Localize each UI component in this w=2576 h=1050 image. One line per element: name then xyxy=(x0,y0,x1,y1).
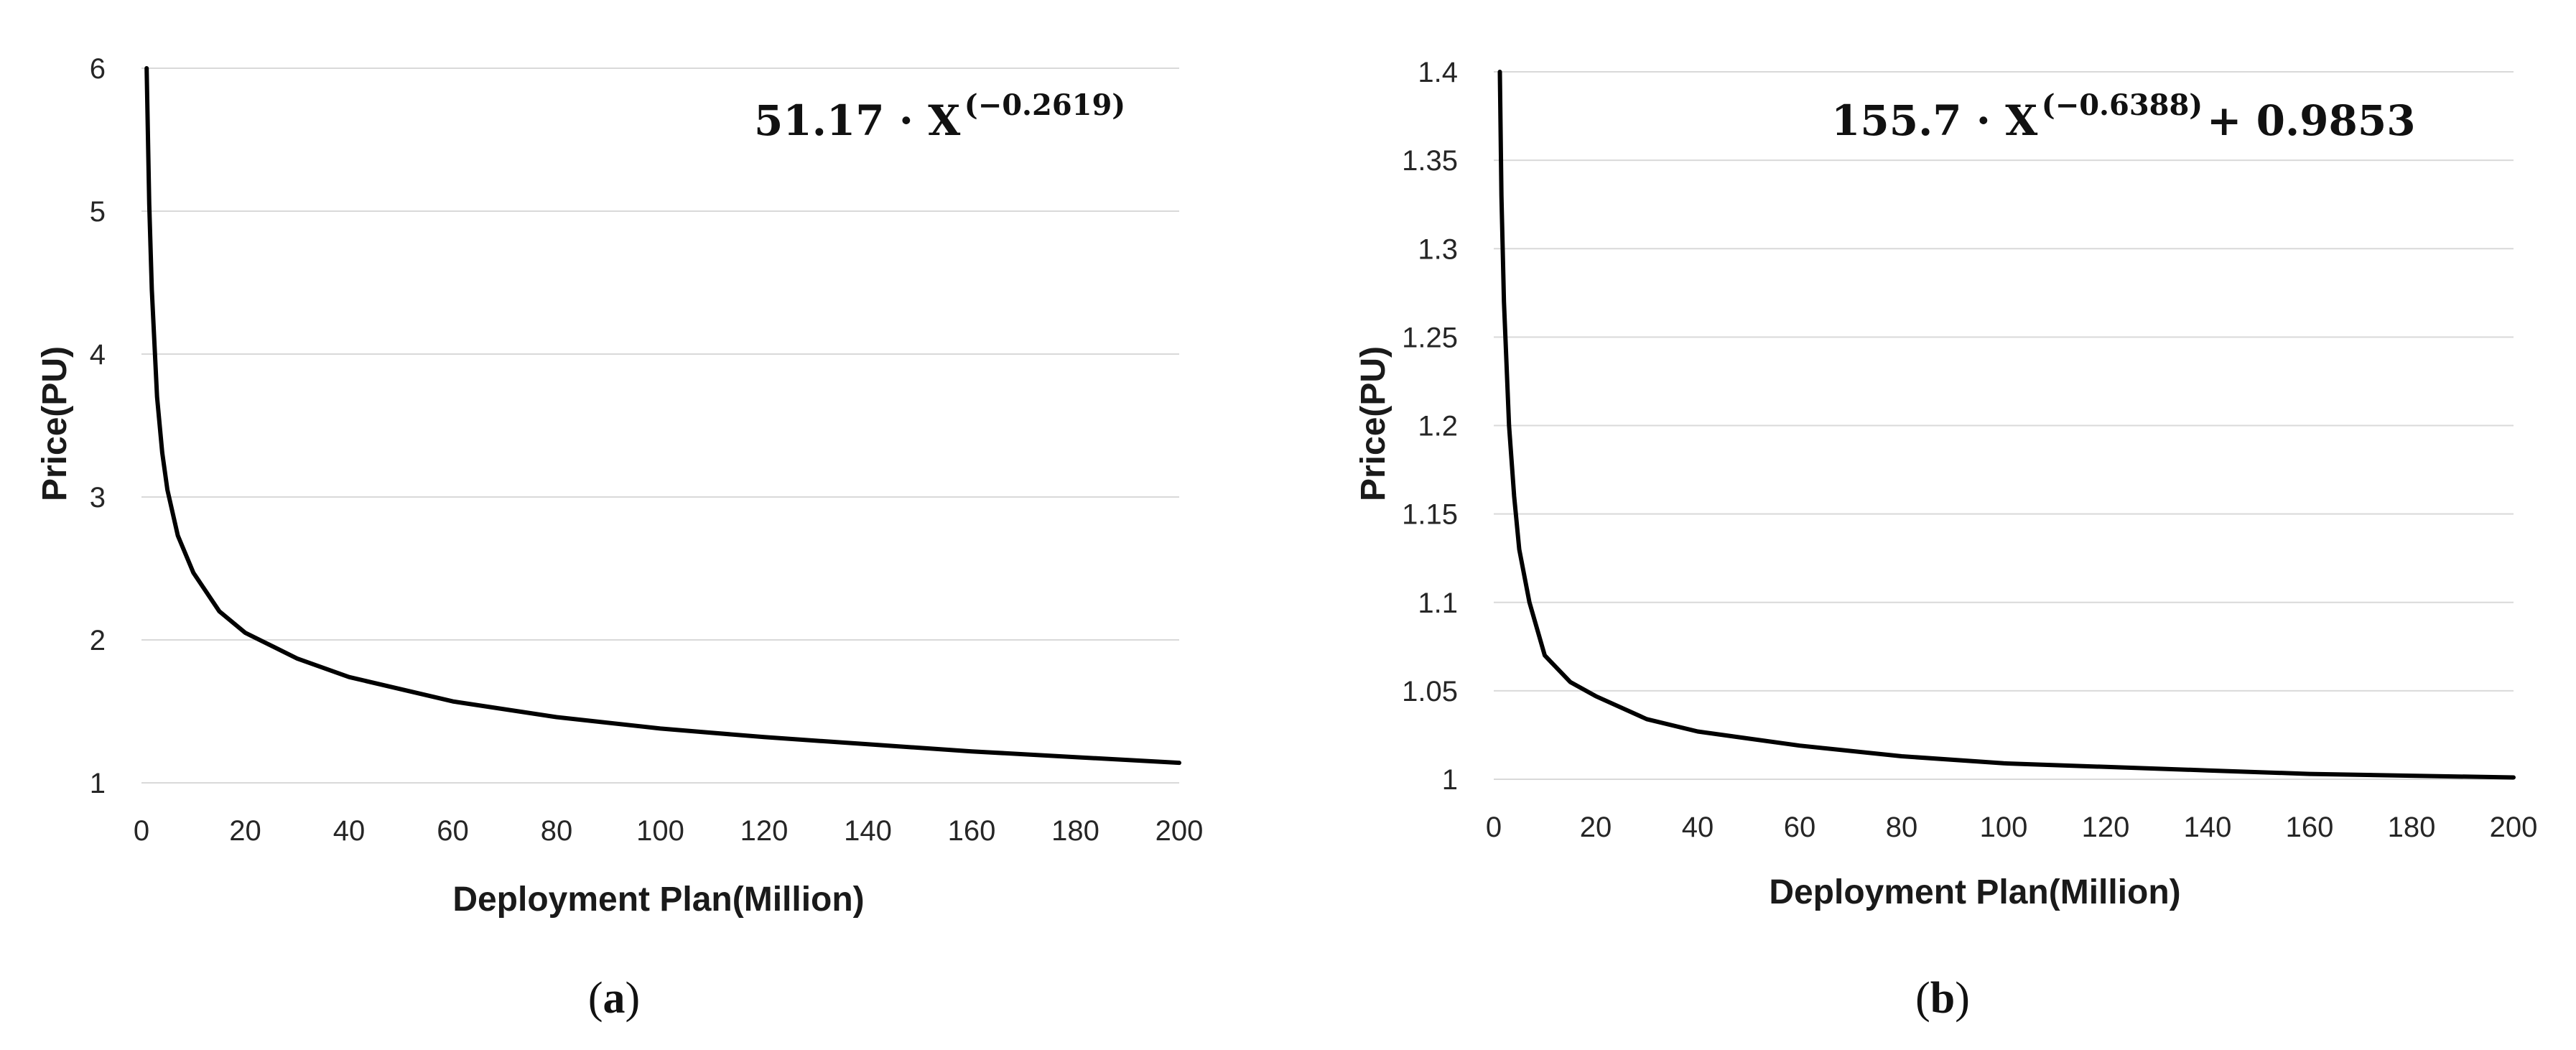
x-tick-label-b-2: 40 xyxy=(1682,812,1714,843)
x-tick-label-b-1: 20 xyxy=(1580,812,1612,843)
x-tick-label-a-5: 100 xyxy=(636,815,684,847)
caption-letter-a: a xyxy=(603,974,626,1023)
x-tick-label-a-1: 20 xyxy=(229,815,261,847)
y-tick-label-a-2: 3 xyxy=(90,482,106,514)
y-tick-label-b-2: 1.1 xyxy=(1418,587,1458,619)
x-tick-label-a-0: 0 xyxy=(134,815,149,847)
x-tick-label-b-6: 120 xyxy=(2082,812,2130,843)
x-tick-label-a-10: 200 xyxy=(1156,815,1204,847)
caption-open-paren-b: ( xyxy=(1915,974,1930,1023)
y-tick-label-a-1: 2 xyxy=(90,625,106,656)
y-tick-label-b-1: 1.05 xyxy=(1402,676,1458,707)
caption-b: (b) xyxy=(1915,974,1970,1023)
x-tick-label-b-3: 60 xyxy=(1784,812,1816,843)
y-tick-label-b-0: 1 xyxy=(1442,764,1458,796)
caption-open-paren-a: ( xyxy=(588,974,603,1023)
y-tick-label-b-4: 1.2 xyxy=(1418,411,1458,442)
chart-b: 1 1.05 1.1 1.15 1.2 1.25 1.3 1.35 1.4 0 20 40 60 80 1… xyxy=(1354,57,2537,1023)
y-tick-label-b-3: 1.15 xyxy=(1402,499,1458,531)
x-tick-label-a-4: 80 xyxy=(541,815,573,847)
gridlines-a xyxy=(141,68,1179,784)
y-tick-labels-b: 1 1.05 1.1 1.15 1.2 1.25 1.3 1.35 1.4 xyxy=(1402,57,1458,796)
x-tick-labels-a: 0 20 40 60 80 100 120 140 160 180 200 xyxy=(134,815,1204,847)
x-tick-label-a-8: 160 xyxy=(948,815,996,847)
caption-close-paren-b: ) xyxy=(1955,974,1970,1023)
x-axis-title-b: Deployment Plan(Million) xyxy=(1769,873,2180,911)
price-curve-b xyxy=(1497,70,2516,780)
x-tick-label-a-6: 120 xyxy=(740,815,789,847)
x-tick-label-b-10: 200 xyxy=(2490,812,2538,843)
formula-a: 51.17 · X (−0.2619) xyxy=(754,88,1125,145)
formula-main-b: 155.7 · X xyxy=(1831,96,2037,145)
caption-letter-b: b xyxy=(1930,974,1955,1023)
y-tick-label-a-3: 4 xyxy=(90,339,106,371)
y-tick-label-a-4: 5 xyxy=(90,196,106,228)
formula-main-a: 51.17 · X xyxy=(754,96,960,145)
x-axis-title-a: Deployment Plan(Million) xyxy=(452,881,864,919)
x-tick-label-a-2: 40 xyxy=(333,815,366,847)
y-tick-labels-a: 1 2 3 4 5 6 xyxy=(90,53,106,799)
x-tick-labels-b: 0 20 40 60 80 100 120 140 160 180 200 xyxy=(1486,812,2538,843)
y-tick-label-b-6: 1.3 xyxy=(1418,233,1458,265)
price-curve-a xyxy=(144,66,1181,766)
y-tick-label-b-7: 1.35 xyxy=(1402,145,1458,177)
x-tick-label-b-8: 160 xyxy=(2286,812,2334,843)
caption-a: (a) xyxy=(588,974,640,1023)
x-tick-label-b-9: 180 xyxy=(2388,812,2436,843)
x-tick-label-b-7: 140 xyxy=(2184,812,2232,843)
formula-b: 155.7 · X (−0.6388) + 0.9853 xyxy=(1831,88,2416,145)
x-tick-label-a-3: 60 xyxy=(437,815,469,847)
y-axis-title-a: Price(PU) xyxy=(36,346,74,501)
y-tick-label-a-0: 1 xyxy=(90,768,106,799)
y-tick-label-b-8: 1.4 xyxy=(1418,57,1458,88)
x-tick-label-b-4: 80 xyxy=(1886,812,1918,843)
formula-suffix-b: + 0.9853 xyxy=(2207,96,2416,145)
x-tick-label-b-5: 100 xyxy=(1980,812,2028,843)
chart-a: 1 2 3 4 5 6 0 20 40 60 80 100 120 140 160 180 200 Price… xyxy=(36,53,1203,1023)
x-tick-label-a-9: 180 xyxy=(1051,815,1099,847)
y-tick-label-a-5: 6 xyxy=(90,53,106,85)
caption-close-paren-a: ) xyxy=(626,974,641,1023)
formula-exponent-b: (−0.6388) xyxy=(2042,88,2203,122)
x-tick-label-b-0: 0 xyxy=(1486,812,1502,843)
y-tick-label-b-5: 1.25 xyxy=(1402,322,1458,353)
x-tick-label-a-7: 140 xyxy=(844,815,892,847)
formula-exponent-a: (−0.2619) xyxy=(964,88,1125,122)
gridlines-b xyxy=(1494,71,2514,780)
y-axis-title-b: Price(PU) xyxy=(1354,346,1392,501)
